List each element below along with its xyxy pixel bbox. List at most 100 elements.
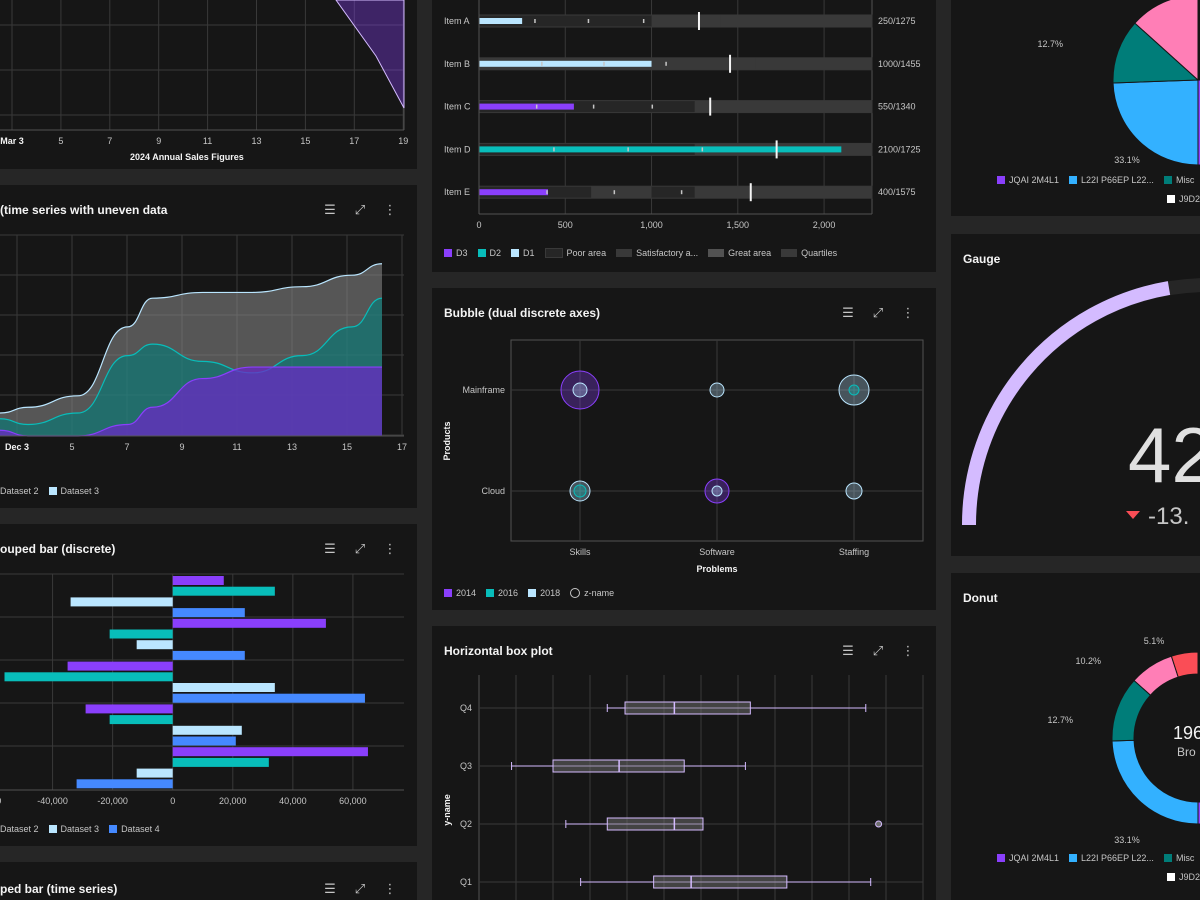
sales-area [335, 0, 405, 109]
legend-item[interactable]: 2018 [528, 588, 560, 598]
pie-tile: 12.7% 33.1% JQAI 2M4L1 L22I P66EP L22... … [951, 0, 1200, 216]
target-marker [709, 97, 712, 116]
maximize-icon[interactable]: ⤢ [354, 541, 366, 556]
x-tick-label: 19 [398, 136, 408, 146]
x-tick-label: 15 [342, 442, 352, 452]
gauge-delta: -13. [1148, 503, 1189, 530]
maximize-icon[interactable]: ⤢ [872, 305, 884, 320]
donut-slice [1170, 651, 1199, 678]
bullet-legend: D3 D2 D1 Poor area Satisfactory a... Gre… [444, 248, 837, 258]
y-tick-label: Q4 [460, 703, 472, 713]
maximize-icon[interactable]: ⤢ [354, 202, 366, 217]
legend-item[interactable]: 2014 [444, 588, 476, 598]
area-series-line [0, 297, 383, 426]
legend-item[interactable]: JQAI 2M4L1 [997, 175, 1059, 185]
legend-item[interactable]: Great area [708, 248, 771, 258]
overflow-menu-icon[interactable]: ⋮ [383, 541, 397, 556]
legend-item[interactable]: Satisfactory a... [616, 248, 698, 258]
quartile-mark [534, 19, 536, 23]
slice-label: 10.2% [1075, 656, 1101, 666]
sales-chart: Mar 3 5 7 9 11 13 15 17 19 [0, 0, 408, 146]
outlier-point [875, 820, 883, 828]
legend-item[interactable]: Dataset 3 [48, 824, 99, 834]
overflow-menu-icon[interactable]: ⋮ [901, 643, 915, 658]
value-label: 2100/1725 [878, 144, 921, 154]
x-tick-label: 7 [124, 442, 129, 452]
bullet-bar [479, 146, 842, 153]
table-view-icon[interactable]: ☰ [842, 643, 854, 658]
pie-chart: 12.7% 33.1% [1037, 0, 1200, 166]
bubble [838, 374, 870, 406]
table-view-icon[interactable]: ☰ [324, 881, 336, 896]
y-tick-label: Q2 [460, 819, 472, 829]
x-tick-label: 0 [476, 220, 481, 230]
bullet-tile: Item A 250/1275 Item B 1000/1455 Item C 550/1… [432, 0, 936, 272]
pie-legend: JQAI 2M4L1 L22I P66EP L22... Misc [997, 175, 1194, 185]
bullet-chart: Item A 250/1275 Item B 1000/1455 Item C 550/1… [444, 0, 921, 230]
bubble [573, 484, 587, 498]
overflow-menu-icon[interactable]: ⋮ [901, 305, 915, 320]
quartile-mark [613, 190, 616, 195]
x-tick-label: 11 [232, 442, 241, 452]
legend-item[interactable]: 2016 [486, 588, 518, 598]
tile-title: Bubble (dual discrete axes) [444, 306, 601, 320]
bar [172, 650, 245, 660]
bullet-bar [479, 18, 523, 24]
gauge-tile: Gauge 42 -13. [951, 234, 1200, 556]
x-tick-label: 17 [397, 442, 407, 452]
legend-item[interactable]: D3 [444, 248, 468, 258]
legend-item[interactable]: JQAI 2M4L1 [997, 853, 1059, 863]
maximize-icon[interactable]: ⤢ [354, 881, 366, 896]
legend-item[interactable]: D2 [477, 248, 501, 258]
quartile-mark [665, 61, 667, 66]
overflow-menu-icon[interactable]: ⋮ [383, 202, 397, 217]
table-view-icon[interactable]: ☰ [324, 541, 336, 556]
overflow-menu-icon[interactable]: ⋮ [383, 881, 397, 896]
legend-item[interactable]: Misc [1163, 853, 1194, 863]
gauge-value-arc [961, 281, 1171, 526]
x-tick-label: 15 [300, 136, 310, 146]
bullet-great-area [720, 15, 872, 27]
legend-item[interactable]: Dataset 2 [0, 824, 39, 834]
tile-title: ouped bar (discrete) [0, 542, 116, 556]
slice-label: 12.7% [1047, 715, 1073, 725]
bar [109, 715, 173, 725]
bubble-chart: Skills Software Staffing Mainframe Cloud Prob… [442, 339, 924, 574]
legend-item[interactable]: Misc [1163, 175, 1194, 185]
donut-center-label: Bro [1177, 745, 1196, 759]
tile-title: Donut [963, 591, 998, 605]
quartile-mark [592, 104, 595, 109]
sales-x-axis-label: 2024 Annual Sales Figures [130, 152, 244, 162]
table-view-icon[interactable]: ☰ [324, 202, 336, 217]
tile-title: Gauge [963, 252, 1001, 266]
legend-item[interactable]: D1 [511, 248, 535, 258]
legend-item[interactable]: Poor area [544, 248, 606, 258]
bar [4, 672, 173, 682]
y-tick-label: Cloud [481, 486, 505, 496]
bar [172, 608, 245, 618]
maximize-icon[interactable]: ⤢ [872, 643, 884, 658]
box [653, 875, 788, 889]
legend-item[interactable]: Dataset 4 [109, 824, 160, 834]
legend-item[interactable]: Dataset 3 [48, 486, 99, 496]
legend-item[interactable]: Dataset 2 [0, 486, 39, 496]
legend-item[interactable]: J9D2 [1167, 194, 1200, 204]
legend-item[interactable]: L22I P66EP L22... [1069, 853, 1154, 863]
x-tick-label: 0 [170, 796, 175, 806]
x-tick-label: 13 [287, 442, 297, 452]
y-tick-label: Mainframe [462, 385, 505, 395]
legend-item[interactable]: J9D2 [1167, 872, 1200, 882]
x-tick-label: 7 [107, 136, 112, 146]
value-label: 1000/1455 [878, 59, 921, 69]
table-view-icon[interactable]: ☰ [842, 305, 854, 320]
quartile-mark [553, 147, 555, 152]
legend-item[interactable]: Quartiles [781, 248, 837, 258]
gauge-value: 42 [1128, 411, 1200, 499]
bubble [711, 485, 723, 497]
quartile-mark [603, 61, 605, 66]
legend-item[interactable]: L22I P66EP L22... [1069, 175, 1154, 185]
bubble-legend: 2014 2016 2018 z-name [444, 588, 614, 598]
quartile-mark [535, 104, 538, 109]
sales-figures-tile: Mar 3 5 7 9 11 13 15 17 19 2024 Annual Sales Fig… [0, 0, 417, 169]
legend-item[interactable]: z-name [570, 588, 614, 598]
